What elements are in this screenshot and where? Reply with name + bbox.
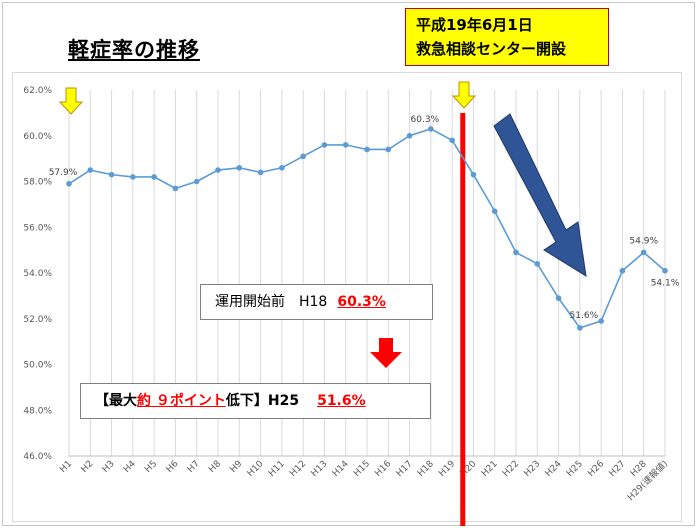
before-operation-box: 運用開始前 H18 60.3% (200, 284, 433, 320)
x-tick-label: H21 (480, 459, 500, 479)
data-point (193, 178, 200, 185)
data-point (108, 171, 115, 178)
center-opening-callout: 平成19年6月1日 救急相談センター開設 (405, 8, 609, 66)
data-point (87, 167, 94, 173)
x-tick-label: H26 (586, 459, 606, 479)
data-point (300, 153, 306, 160)
x-tick-label: H11 (267, 459, 287, 479)
y-tick-label: 58.0% (23, 178, 52, 188)
x-tick-label: H27 (608, 459, 628, 479)
x-tick-label: H23 (522, 459, 542, 479)
x-tick-label: H3 (101, 459, 117, 475)
data-label: 51.6% (570, 311, 599, 321)
after-prefix: 【最大 (95, 393, 137, 409)
data-point (342, 142, 349, 148)
drop-down-arrow-icon (370, 338, 402, 368)
data-point (130, 174, 136, 180)
data-point (385, 146, 392, 153)
x-tick-label: H17 (395, 459, 415, 479)
data-point (577, 325, 583, 331)
chart-area (12, 72, 682, 522)
y-tick-label: 56.0% (23, 223, 52, 233)
data-point (364, 146, 370, 153)
data-point (66, 180, 72, 187)
data-point (406, 132, 413, 139)
y-tick-label: 52.0% (23, 315, 52, 325)
after-value: 51.6% (317, 393, 366, 409)
data-point (491, 208, 498, 215)
x-tick-label: H16 (373, 459, 393, 479)
y-tick-label: 54.0% (23, 269, 52, 279)
x-tick-label: H15 (352, 459, 372, 479)
x-tick-label: H22 (501, 459, 521, 479)
data-point (172, 185, 179, 192)
data-point (257, 169, 264, 176)
opening-down-arrow-icon (451, 81, 477, 109)
data-label: 57.9% (49, 168, 78, 178)
data-point (598, 318, 604, 324)
x-tick-label: H6 (165, 459, 181, 475)
data-point (662, 267, 668, 274)
max-drop-box: 【最大約 ９ポイント低下】H25 51.6% (80, 383, 431, 419)
data-point (555, 295, 562, 301)
x-tick-label: H19 (437, 459, 457, 479)
x-tick-label: H9 (228, 459, 244, 475)
data-point (449, 137, 455, 144)
data-point (470, 171, 477, 178)
x-tick-label: H14 (331, 459, 351, 479)
data-point (619, 267, 626, 274)
x-tick-label: H8 (207, 459, 223, 475)
data-point (428, 126, 434, 132)
y-tick-label: 48.0% (23, 406, 52, 416)
x-tick-label: H4 (122, 459, 138, 475)
data-point (321, 142, 328, 148)
x-tick-label: H7 (186, 459, 202, 475)
y-tick-label: 62.0% (23, 86, 52, 96)
before-label: 運用開始前 H18 (215, 294, 328, 310)
x-tick-label: H5 (143, 459, 159, 475)
x-tick-label: H25 (565, 459, 585, 479)
data-point (513, 249, 519, 256)
decline-arrow-icon (493, 113, 587, 277)
x-tick-label: H2 (79, 459, 95, 475)
data-point (215, 167, 221, 173)
data-label: 60.3% (411, 115, 440, 125)
y-tick-label: 46.0% (23, 452, 52, 462)
data-point (640, 249, 647, 256)
x-tick-label: H24 (544, 459, 564, 479)
data-label: 54.1% (651, 279, 680, 289)
data-point (279, 164, 285, 171)
y-tick-label: 50.0% (23, 361, 52, 371)
x-tick-label: H13 (310, 459, 330, 479)
data-label: 54.9% (629, 236, 658, 246)
callout-line1: 平成19年6月1日 (416, 16, 533, 34)
after-highlight: 約 ９ポイント (137, 393, 226, 409)
after-suffix: 低下】H25 (225, 393, 300, 409)
start-down-arrow-icon (58, 87, 84, 115)
y-tick-label: 60.0% (23, 132, 52, 142)
data-point (534, 261, 541, 267)
x-tick-label: H29(速報値) (625, 458, 670, 503)
x-tick-label: H12 (288, 459, 308, 479)
callout-line2: 救急相談センター開設 (416, 40, 567, 58)
x-tick-label: H18 (416, 459, 436, 479)
data-point (151, 174, 157, 180)
x-tick-label: H10 (246, 459, 266, 479)
data-point (236, 164, 243, 171)
page-title: 軽症率の推移 (68, 38, 200, 62)
before-value: 60.3% (337, 294, 386, 310)
x-tick-label: H1 (58, 459, 74, 475)
